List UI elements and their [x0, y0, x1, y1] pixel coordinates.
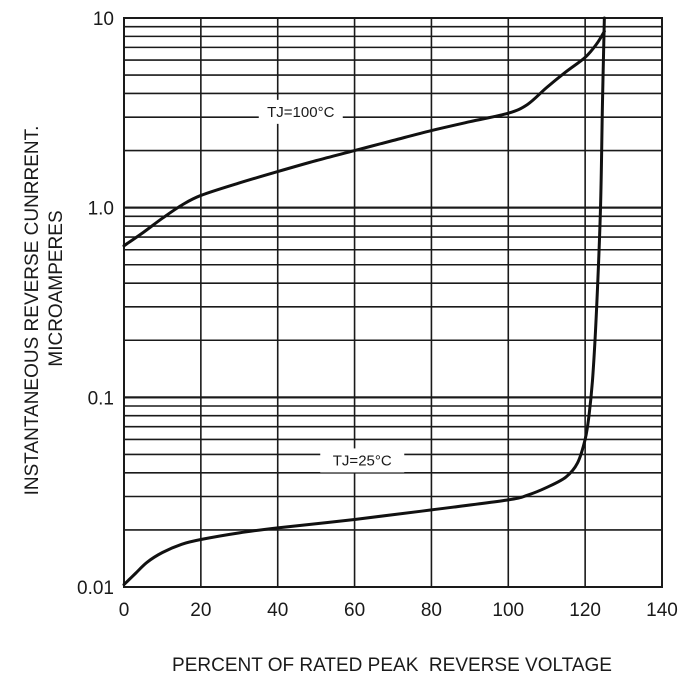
- curve-label-background-1: [258, 99, 343, 124]
- curve-label-2: TJ=25°C: [333, 452, 392, 469]
- plot-frame: [123, 17, 663, 588]
- y-tick-label: 0.01: [77, 578, 114, 599]
- y-axis-title-line-2: MICROAMPERES: [46, 210, 67, 366]
- series-line-1: [122, 29, 606, 248]
- y-tick-label: 0.1: [88, 388, 114, 409]
- y-tick-labels: 0.01 0.1 1.0 10: [77, 9, 114, 599]
- x-axis-title: PERCENT OF RATED PEAK REVERSE VOLTAGE: [172, 655, 612, 676]
- x-tick-label: 140: [646, 600, 678, 621]
- curve-labels: TJ=100°C TJ=25°C: [258, 99, 405, 473]
- y-axis-title-line-1: INSTANTANEOUS REVERSE CUNRRENT.: [22, 126, 43, 496]
- x-tick-label: 100: [492, 600, 524, 621]
- x-tick-label: 40: [267, 600, 288, 621]
- x-tick-label: 60: [344, 600, 365, 621]
- x-tick-labels: 0 20 40 60 80 100 120 140: [119, 600, 678, 621]
- x-tick-label: 120: [569, 600, 601, 621]
- x-tick-label: 80: [421, 600, 442, 621]
- curve-label-1: TJ=100°C: [267, 104, 334, 121]
- x-tick-label: 20: [190, 600, 211, 621]
- x-tick-label: 0: [119, 600, 130, 621]
- curve-label-background-2: [320, 448, 405, 473]
- y-tick-label: 10: [93, 9, 114, 30]
- series-line-2: [122, 16, 606, 587]
- y-tick-label: 1.0: [88, 199, 114, 220]
- grid-lines: [123, 17, 663, 588]
- series-layer: [122, 16, 606, 587]
